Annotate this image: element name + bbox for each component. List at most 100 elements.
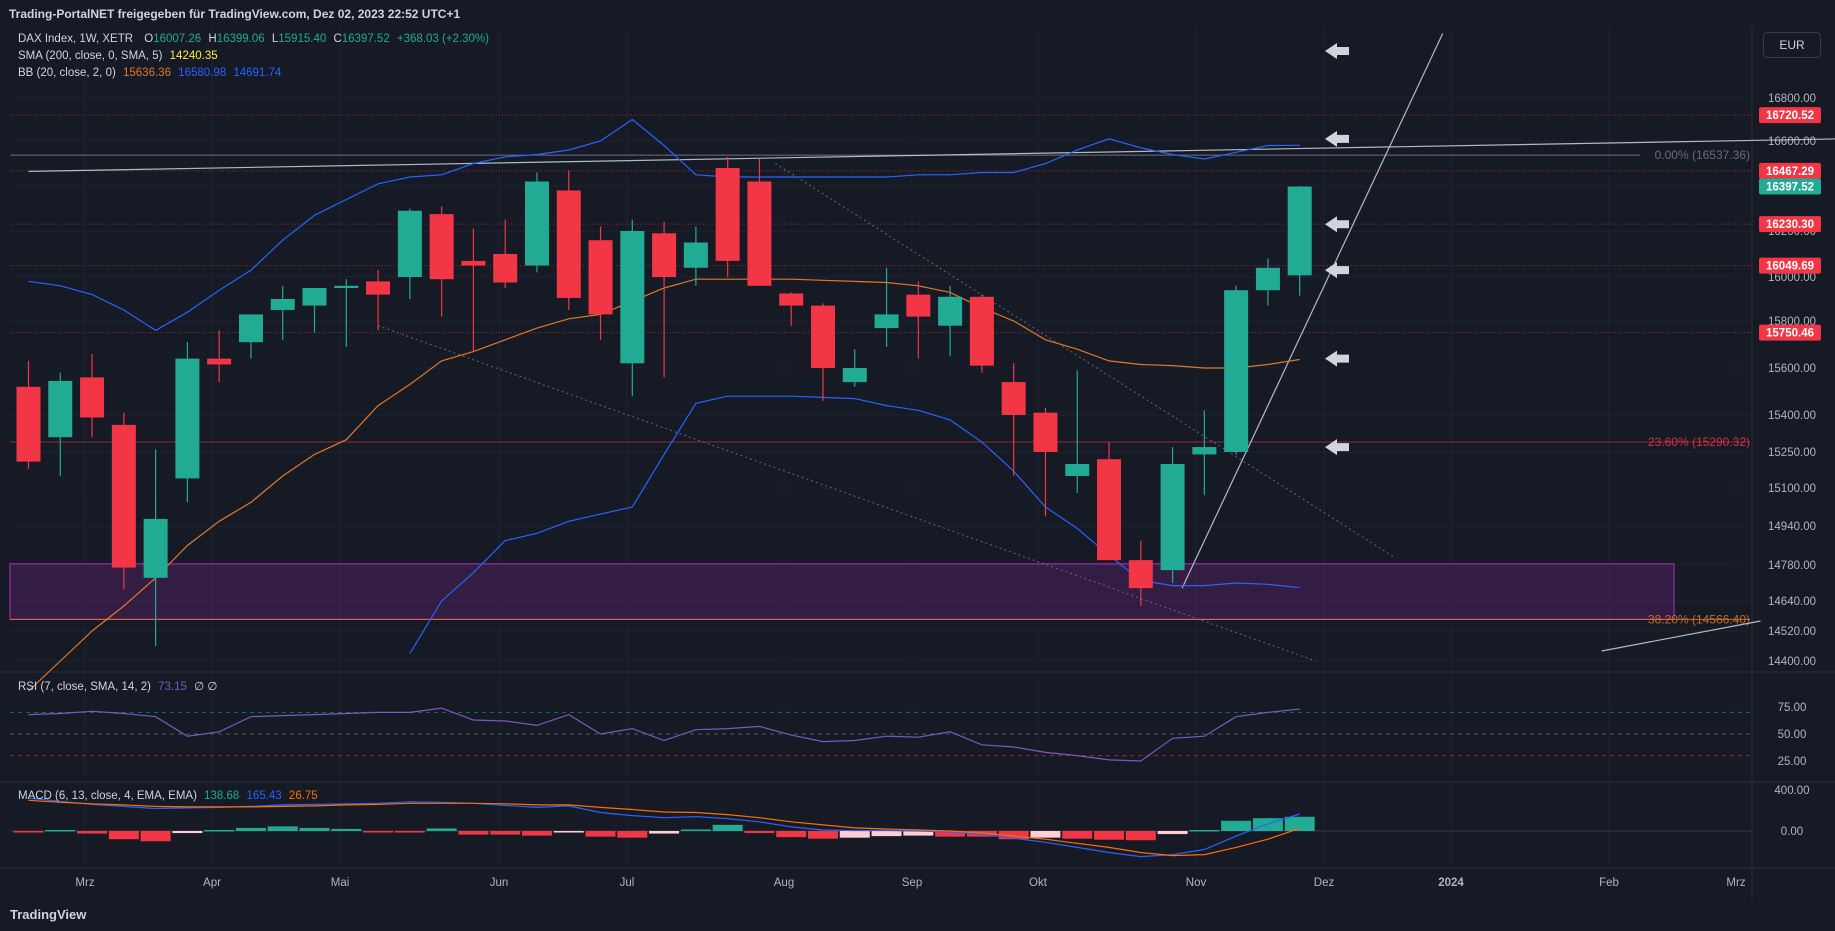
macd-histogram-bar (13, 831, 44, 833)
candle-body (1160, 464, 1185, 571)
rsi-pane (10, 707, 1752, 762)
candle-body (1287, 186, 1312, 276)
grid (0, 26, 1835, 900)
price-label-box (1759, 162, 1821, 179)
rsi-legend: RSI (7, close, SMA, 14, 2) 73.15 ∅ ∅ (18, 679, 221, 693)
macd-histogram-bar (45, 829, 76, 832)
macd-hist-value: 138.68 (204, 790, 240, 802)
arrow-marker (1325, 130, 1349, 147)
macd-histogram-bar (649, 831, 680, 834)
macd-histogram-bar (1062, 831, 1093, 839)
tradingview-logo-text: TradingView (10, 907, 87, 922)
rsi-extra: ∅ ∅ (194, 681, 218, 693)
candle-body (429, 214, 454, 280)
time-tick-label: Mrz (75, 877, 94, 889)
ohlc-values: O16007.26 H16399.06 L15915.40 C16397.52 … (144, 33, 493, 45)
macd-histogram-bar (1030, 831, 1061, 838)
macd-signal-value: 26.75 (288, 790, 318, 802)
macd-histogram-bar (331, 828, 362, 831)
tradingview-logo[interactable]: TradingView (10, 907, 86, 922)
price-tick-label: 14780.00 (1768, 560, 1816, 572)
candle-body (366, 281, 391, 295)
fib-zone: 0.00% (16537.36) 23.60% (15290.32) 38.20% … (9, 148, 1750, 626)
low-value: 15915.40 (278, 33, 327, 45)
candle-body (238, 314, 263, 343)
candle-body (1065, 464, 1090, 476)
macd-histogram-bar (490, 831, 521, 835)
rsi-value: 73.15 (158, 681, 187, 693)
macd-histogram-bar (808, 831, 838, 839)
price-tick-label: 15600.00 (1768, 363, 1816, 375)
trendline-falling-dotted (377, 325, 1316, 662)
macd-histogram-bar (140, 831, 171, 842)
rsi-label: RSI (7, close, SMA, 14, 2) (18, 681, 151, 693)
symbol-label: DAX Index, 1W, XETR (18, 33, 134, 45)
candle-body (556, 190, 581, 298)
open-value: 16007.26 (153, 33, 202, 45)
macd-histogram-bar (172, 831, 203, 834)
h-label: H (208, 33, 217, 45)
macd-signal-line (28, 799, 1300, 857)
bb-legend: BB (20, close, 2, 0) 15636.36 16580.98 1… (18, 67, 285, 79)
main-legend: DAX Index, 1W, XETR O16007.26 H16399.06 … (18, 33, 497, 45)
bb-label: BB (20, close, 2, 0) (18, 67, 116, 79)
candle-body (143, 518, 168, 578)
candles (16, 156, 1312, 646)
price-axis[interactable]: 16800.0016600.0016400.0016200.0016000.00… (1759, 93, 1821, 838)
candle-body (334, 285, 359, 288)
arrow-annotations (1325, 43, 1349, 456)
support-zone (9, 563, 1675, 621)
sma-label: SMA (200, close, 0, SMA, 5) (18, 50, 163, 62)
l-label: L (271, 33, 279, 45)
candle-body (302, 288, 327, 306)
macd-histogram-bar (935, 831, 966, 837)
arrow-marker (1325, 262, 1349, 279)
candle-body (620, 231, 645, 364)
macd-histogram-bar (776, 831, 807, 838)
time-tick-label: Okt (1029, 877, 1048, 889)
o-label: O (144, 33, 154, 45)
price-label-box (1759, 107, 1821, 124)
price-tick-label: 14520.00 (1768, 626, 1816, 638)
price-tick-label: 14400.00 (1768, 656, 1816, 668)
trendline-rising-lower (1601, 620, 1761, 652)
price-label-text: 16467.29 (1766, 166, 1814, 178)
price-tick-label: 14940.00 (1768, 521, 1816, 533)
candle-body (811, 305, 835, 368)
candle-body (175, 358, 200, 479)
candle-body (1001, 382, 1026, 415)
price-tick-label: 16000.00 (1768, 272, 1816, 284)
price-label-box (1759, 178, 1821, 195)
candle-body (938, 296, 963, 326)
candle-body (524, 181, 549, 266)
candle-body (747, 181, 772, 286)
trendline-rising-support (1181, 33, 1444, 589)
sma-legend: SMA (200, close, 0, SMA, 5) 14240.35 (18, 50, 222, 62)
candle-body (48, 380, 73, 438)
macd-histogram-bar (680, 829, 711, 831)
time-tick-label: Dez (1314, 877, 1335, 889)
macd-histogram-bar (77, 831, 108, 834)
candle-body (270, 299, 295, 310)
price-label-text: 16397.52 (1766, 182, 1814, 194)
price-tick-label: 16600.00 (1768, 136, 1816, 148)
time-axis[interactable]: Mrz Apr Mai Jun Jul Aug Sep Okt Nov Dez 2024 Feb Mrz (0, 867, 1835, 889)
trend-lines (10, 33, 1835, 662)
price-label-text: 16049.69 (1766, 261, 1814, 273)
price-label-box (1759, 216, 1821, 233)
time-tick-label: Mrz (1726, 877, 1745, 889)
macd-histogram-bar (363, 831, 394, 833)
rsi-tick-label: 50.00 (1778, 729, 1807, 741)
price-label-box (1759, 324, 1821, 341)
rsi-line (28, 707, 1300, 762)
time-tick-label: Feb (1599, 877, 1619, 889)
candle-body (779, 293, 804, 306)
high-value: 16399.06 (216, 33, 265, 45)
bb-lower-value: 14691.74 (233, 67, 282, 79)
candle-body (652, 233, 677, 277)
fib-label: 23.60% (15290.32) (1648, 435, 1750, 449)
bb-basis-value: 15636.36 (123, 67, 171, 79)
currency-button[interactable]: EUR (1763, 32, 1821, 58)
c-label: C (333, 33, 342, 45)
